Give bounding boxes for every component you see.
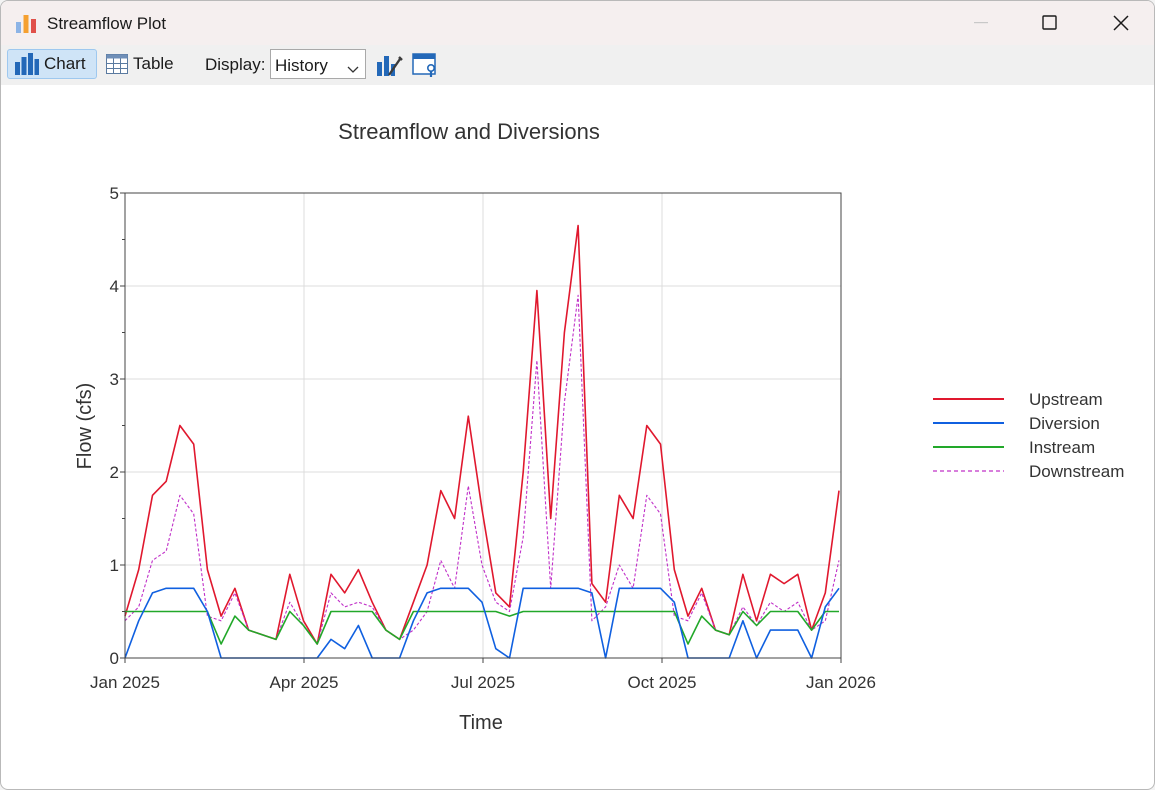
chart-area: Streamflow and Diversions 0 1 2 3 4 5 Jan 202… xyxy=(1,85,1154,789)
toolbar: Chart Table xyxy=(1,45,1154,85)
x-tick-label: Jul 2025 xyxy=(451,673,515,692)
x-axis-label: Time xyxy=(459,712,503,734)
y-axis-ticks: 0 1 2 3 4 5 xyxy=(110,184,125,668)
y-tick-label: 3 xyxy=(110,370,119,389)
title-bar: Streamflow Plot xyxy=(1,1,1154,45)
y-tick-label: 1 xyxy=(110,556,119,575)
streamflow-chart: Streamflow and Diversions 0 1 2 3 4 5 Jan 202… xyxy=(74,119,1124,734)
minimize-icon xyxy=(974,22,988,24)
display-label: Display: xyxy=(205,55,266,74)
chart-tab-button[interactable]: Chart xyxy=(7,49,97,79)
series-line-upstream xyxy=(124,224,840,645)
window-settings-icon[interactable] xyxy=(411,51,439,79)
series-line-instream xyxy=(125,610,839,645)
bar-chart-app-icon xyxy=(15,12,37,34)
x-tick-label: Apr 2025 xyxy=(270,673,339,692)
table-tab-label: Table xyxy=(133,54,174,73)
display-select[interactable]: History xyxy=(270,49,366,79)
maximize-button[interactable] xyxy=(1027,1,1073,45)
y-tick-label: 5 xyxy=(110,184,119,203)
y-tick-label: 4 xyxy=(110,277,119,296)
chart-tab-label: Chart xyxy=(44,54,86,73)
bar-chart-icon xyxy=(15,53,39,75)
legend-label: Downstream xyxy=(1029,462,1124,481)
x-tick-label: Jan 2025 xyxy=(90,673,160,692)
close-icon xyxy=(1113,15,1129,31)
series-line-downstream xyxy=(124,294,840,645)
display-select-value: History xyxy=(275,56,328,75)
close-button[interactable] xyxy=(1098,1,1144,45)
grid-lines xyxy=(125,193,841,658)
legend-label: Upstream xyxy=(1029,390,1103,409)
window-title: Streamflow Plot xyxy=(47,14,167,33)
chart-properties-icon[interactable] xyxy=(375,51,403,79)
series-lines xyxy=(124,224,840,659)
x-tick-label: Jan 2026 xyxy=(806,673,876,692)
x-tick-label: Oct 2025 xyxy=(628,673,697,692)
legend-label: Instream xyxy=(1029,438,1095,457)
legend-label: Diversion xyxy=(1029,414,1100,433)
chevron-down-icon xyxy=(347,59,359,79)
legend: Upstream Diversion Instream Downstream xyxy=(933,390,1124,481)
table-tab-button[interactable]: Table xyxy=(105,49,185,79)
y-tick-label: 0 xyxy=(110,649,119,668)
table-icon xyxy=(106,54,128,74)
x-axis-ticks: Jan 2025 Apr 2025 Jul 2025 Oct 2025 Jan 2026 xyxy=(90,658,876,692)
maximize-icon xyxy=(1042,15,1057,30)
chart-title: Streamflow and Diversions xyxy=(338,119,600,144)
plot-frame xyxy=(124,192,842,659)
y-tick-label: 2 xyxy=(110,463,119,482)
y-axis-label: Flow (cfs) xyxy=(74,383,96,470)
minimize-button[interactable] xyxy=(958,1,1004,45)
